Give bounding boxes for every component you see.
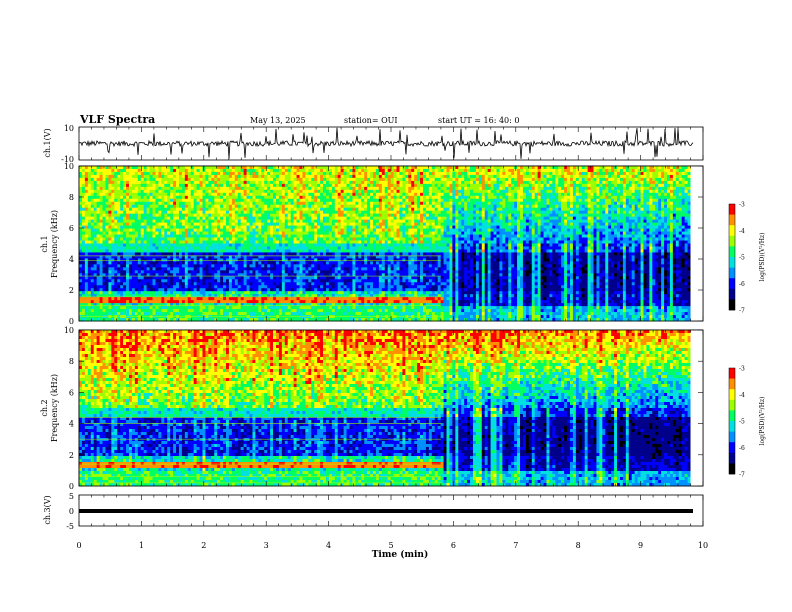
colorbar-tick-label: -6 — [739, 445, 745, 452]
frequency-tick-label: 6 — [69, 224, 74, 233]
time-tick-label: 3 — [264, 541, 269, 550]
time-tick-label: 9 — [638, 541, 643, 550]
time-tick-label: 0 — [76, 541, 81, 550]
ch2-spectrogram-panel: 0 2 4 6 8 10 ch.2 Frequency (kHz) — [40, 326, 703, 491]
colorbar-tick-label: -6 — [739, 281, 745, 288]
frequency-tick-label: 6 — [69, 388, 74, 397]
ch3-ytick-top: 5 — [69, 492, 74, 501]
time-tick-label: 2 — [201, 541, 206, 550]
start-time-label: start UT = 16: 40: 0 — [438, 116, 519, 125]
ch2-spectrogram-image — [79, 330, 703, 486]
time-tick-label: 1 — [139, 541, 144, 550]
ch2-spectrogram-ylabel-channel: ch.2 — [40, 399, 49, 416]
date-label: May 13, 2025 — [250, 116, 306, 125]
ch3-ytick-mid: 0 — [69, 507, 74, 516]
ch1-frequency-tick-labels: 0 2 4 6 8 10 — [64, 162, 74, 326]
time-tick-label: 10 — [698, 541, 708, 550]
ch1-waveform-panel: 10 -10 ch.1(V) — [43, 124, 703, 164]
ch1-ytick-top: 10 — [64, 124, 74, 133]
frequency-tick-label: 0 — [69, 482, 74, 491]
ch3-ytick-bottom: -5 — [66, 522, 74, 531]
time-tick-label: 4 — [326, 541, 331, 550]
colorbar-tick-label: -7 — [739, 308, 745, 315]
time-axis-tick-labels: 0 1 2 3 4 5 6 7 8 9 10 — [76, 541, 708, 550]
ch2-frequency-tick-labels: 0 2 4 6 8 10 — [64, 326, 74, 491]
ch1-spectrogram-image — [79, 166, 703, 321]
time-tick-label: 6 — [451, 541, 456, 550]
time-tick-label: 8 — [576, 541, 581, 550]
colorbar-tick-label: -5 — [739, 255, 745, 262]
colorbar-tick-label: -7 — [739, 472, 745, 479]
frequency-tick-label: 10 — [64, 326, 74, 335]
frequency-tick-label: 10 — [64, 162, 74, 171]
time-tick-label: 5 — [388, 541, 393, 550]
ch2-colorbar: -3 -4 -5 -6 -7 log(PSD)(V²/Hz) — [729, 366, 766, 479]
colorbar-tick-label: -4 — [739, 228, 745, 235]
ch3-waveform-line — [79, 509, 693, 513]
ch1-colorbar-label: log(PSD)(V²/Hz) — [759, 233, 766, 282]
ch1-colorbar: -3 -4 -5 -6 -7 log(PSD)(V²/Hz) — [729, 202, 766, 315]
frequency-tick-label: 2 — [69, 451, 74, 460]
time-axis-label: Time (min) — [372, 549, 429, 560]
frequency-tick-label: 2 — [69, 286, 74, 295]
figure-title: VLF Spectra — [79, 113, 155, 126]
frequency-tick-label: 8 — [69, 357, 74, 366]
station-label: station= OUI — [344, 116, 398, 125]
ch1-ylabel: ch.1(V) — [43, 128, 52, 157]
ch1-spectrogram-ylabel-frequency: Frequency (kHz) — [50, 210, 59, 278]
frequency-tick-label: 4 — [69, 255, 74, 264]
ch3-ylabel: ch.3(V) — [43, 495, 52, 524]
colorbar-tick-label: -4 — [739, 392, 745, 399]
colorbar-tick-label: -3 — [739, 366, 745, 373]
frequency-tick-label: 4 — [69, 420, 74, 429]
frequency-tick-label: 8 — [69, 193, 74, 202]
time-tick-label: 7 — [513, 541, 518, 550]
ch2-spectrogram-ylabel-frequency: Frequency (kHz) — [50, 374, 59, 442]
colorbar-tick-label: -5 — [739, 419, 745, 426]
colorbar-tick-label: -3 — [739, 202, 745, 209]
frequency-tick-label: 0 — [69, 317, 74, 326]
ch1-spectrogram-ylabel-channel: ch.1 — [40, 235, 49, 252]
ch1-spectrogram-panel: 0 2 4 6 8 10 ch.1 Frequency (kHz) — [40, 162, 703, 326]
ch2-colorbar-label: log(PSD)(V²/Hz) — [759, 397, 766, 446]
ch3-waveform-panel: 5 0 -5 ch.3(V) — [43, 492, 703, 531]
